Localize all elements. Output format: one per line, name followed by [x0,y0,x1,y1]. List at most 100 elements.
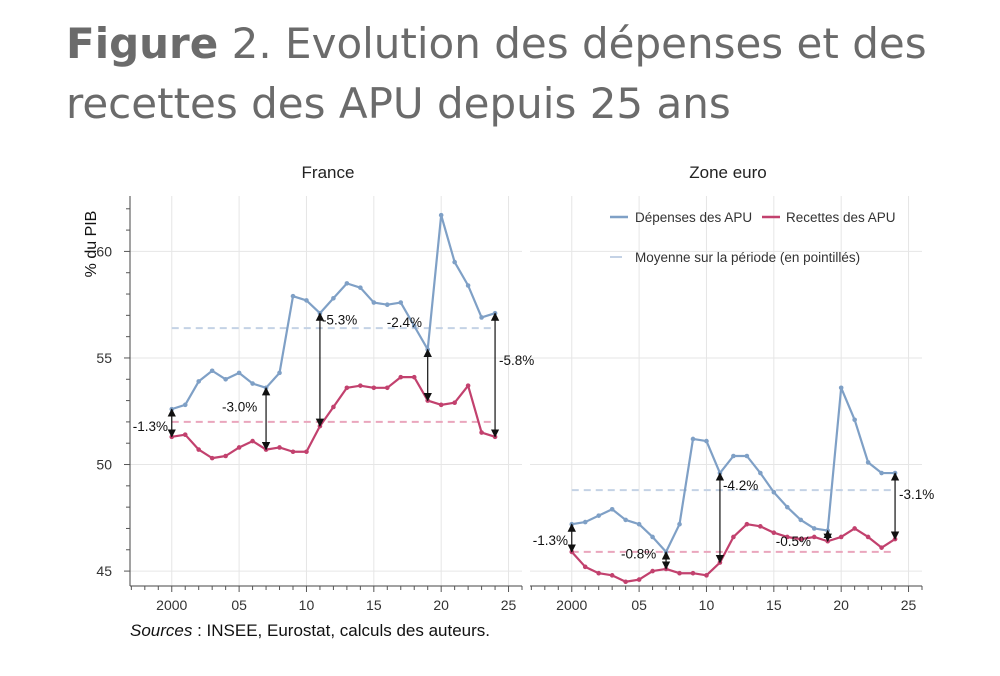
panel-france-point-recettes-2014 [358,383,363,388]
panel-zone-euro-point-depenses-2016 [784,504,790,510]
panel-france-point-recettes-2018 [411,374,417,380]
sources-label: Sources [130,621,193,640]
panel-france-title: France [302,163,355,182]
panel-zone-euro-line-depenses [571,386,896,554]
panel-zone-euro-xtick-label-2005: 05 [631,597,647,613]
panel-france-point-depenses-2009 [290,293,296,299]
panel-france-xtick-label-2020: 20 [433,597,449,613]
panel-france-xtick-label-2010: 10 [299,597,315,613]
panel-zone-euro-point-depenses-2014 [758,470,763,476]
panel-france-gap-label-2019: -2.4% [387,315,422,330]
panel-france-point-depenses-2002 [196,379,202,384]
panel-zone-euro-point-depenses-2013 [744,453,750,459]
panel-france-point-recettes-2013 [344,385,350,391]
panel-zone-euro-gap-label-2007: -0.8% [621,546,656,561]
panel-france-point-recettes-2009 [290,449,296,455]
panel-zone-euro-point-depenses-2001 [582,519,588,525]
panel-france-point-recettes-2012 [331,404,336,410]
panel-zone-euro-point-depenses-2008 [677,521,682,527]
panel-zone-euro-point-depenses-2010 [704,438,709,444]
panel-france-xtick-label-2000: 2000 [156,597,187,613]
panel-zone-euro-gap-label-2000: -1.3% [533,533,568,548]
panel-france-ytick-label-45: 45 [96,563,112,579]
panel-zone-euro-gap-label-2019: -0.5% [776,534,811,549]
panel-france-point-recettes-2016 [384,385,390,391]
panel-france-gap-label-2011: -5.3% [322,313,357,328]
panel-france-point-depenses-2015 [371,300,377,305]
panel-zone-euro-point-recettes-2018 [811,534,817,540]
panel-zone-euro-xtick-label-2000: 2000 [556,597,587,613]
panel-france-xtick-label-2005: 05 [231,597,247,613]
panel-france-point-recettes-2015 [371,385,377,391]
figure-title-text: Evolution des dépenses et des recettes d… [66,19,927,128]
panel-france-point-recettes-2006 [250,438,255,444]
panel-france-point-depenses-2004 [223,376,228,382]
panel-zone-euro-title: Zone euro [689,163,767,182]
panel-france-point-recettes-2004 [223,453,228,459]
panel-zone-euro-point-depenses-2023 [879,470,884,476]
panel-zone-euro-point-depenses-2012 [731,453,736,459]
panel-zone-euro-point-depenses-2002 [596,513,602,518]
panel-france-gap-label-2000: -1.3% [133,419,168,434]
panel-france-point-recettes-2005 [236,445,242,450]
panel-france-point-depenses-2006 [250,381,255,386]
panel-zone-euro-xtick-label-2015: 15 [766,597,782,613]
panel-france-ytick-label-50: 50 [96,457,112,473]
panel-zone-euro-point-recettes-2014 [758,524,763,529]
panel-zone-euro-gap-label-2011: -4.2% [723,478,758,493]
panel-france-point-depenses-2020 [438,212,444,218]
panel-france-gap-label-2024: -5.8% [499,353,534,368]
panel-zone-euro-point-recettes-2002 [596,570,602,576]
panel-zone-euro-point-recettes-2021 [852,526,857,531]
panel-france-ytick-label-60: 60 [96,243,112,259]
panel-zone-euro-point-recettes-2012 [731,534,736,540]
panel-france-point-depenses-2016 [384,302,390,307]
panel-france-point-recettes-2002 [196,447,202,452]
panel-zone-euro-point-recettes-2003 [609,573,615,578]
legend-recettes-label: Recettes des APU [786,210,896,225]
panel-france-point-depenses-2013 [344,281,350,286]
panel-zone-euro-point-depenses-2022 [865,460,871,465]
panel-france-point-recettes-2022 [465,383,471,388]
legend-mean-label: Moyenne sur la période (en pointillés) [635,250,860,265]
panel-zone-euro-point-recettes-2023 [879,545,884,550]
panel-zone-euro-xtick-label-2010: 10 [699,597,715,613]
panel-zone-euro-point-depenses-2003 [609,506,615,512]
panel-france-point-depenses-2018 [411,323,417,329]
panel-france-point-depenses-2003 [209,368,215,374]
panel-zone-euro-point-recettes-2016 [784,534,790,540]
panel-france-point-depenses-2005 [236,370,242,376]
panel-france-gap-label-2007: -3.0% [222,400,257,415]
panel-zone-euro-point-recettes-2006 [650,568,655,574]
panel-france-point-depenses-2021 [452,259,457,265]
panel-france-xtick-label-2025: 25 [501,597,517,613]
panel-france-point-depenses-2001 [182,402,188,408]
panel-zone-euro-point-depenses-2005 [636,521,642,527]
sources-text: : INSEE, Eurostat, calculs des auteurs. [192,621,491,640]
panel-zone-euro-point-depenses-2017 [798,517,804,523]
panel-zone-euro-xtick-label-2025: 25 [901,597,917,613]
panel-zone-euro-point-depenses-2004 [623,517,628,523]
panel-zone-euro-gap-label-2024: -3.1% [899,487,934,502]
sources-note: Sources : INSEE, Eurostat, calculs des a… [130,621,490,641]
panel-france-xtick-label-2015: 15 [366,597,382,613]
panel-france-point-recettes-2020 [438,402,444,408]
panel-france-point-depenses-2022 [465,283,471,288]
panel-zone-euro-point-recettes-2020 [838,534,844,540]
panel-zone-euro-point-recettes-2022 [865,534,871,540]
panel-france-point-depenses-2023 [479,315,484,320]
panel-france-point-recettes-2003 [209,455,215,461]
panel-zone-euro-point-recettes-2015 [771,530,777,536]
panel-zone-euro-point-recettes-2001 [582,564,588,570]
panel-zone-euro-point-depenses-2020 [838,385,844,391]
panel-france-point-recettes-2021 [452,400,457,406]
panel-zone-euro-point-recettes-2005 [636,577,642,582]
panel-france-point-depenses-2014 [358,285,363,290]
y-axis-label: % du PIB [83,211,100,278]
panel-zone-euro-point-recettes-2004 [623,579,628,585]
panel-zone-euro-point-depenses-2021 [852,417,857,423]
panel-france-point-recettes-2008 [277,445,282,450]
panel-zone-euro-point-recettes-2009 [690,570,696,576]
figure-title: Figure 2. Evolution des dépenses et des … [66,14,966,134]
panel-france-point-recettes-2023 [479,430,484,435]
